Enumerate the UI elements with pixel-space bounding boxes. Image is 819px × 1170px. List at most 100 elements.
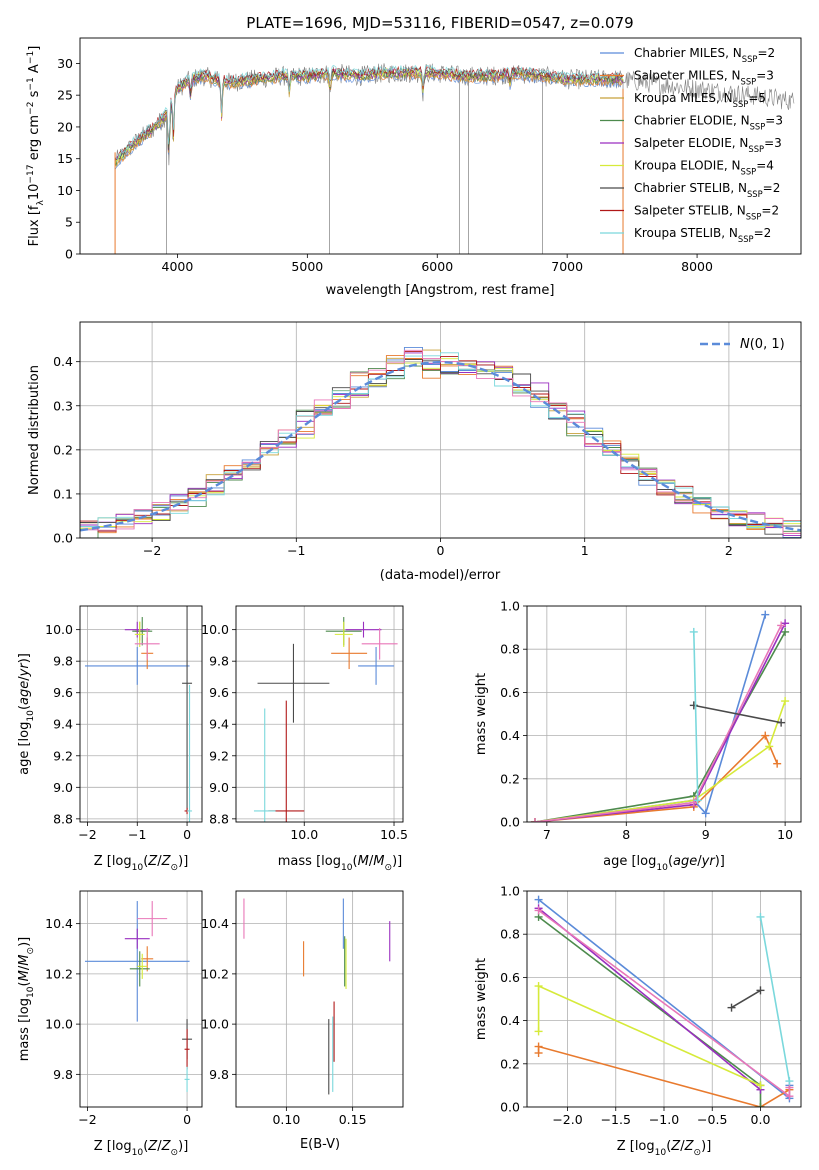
mass-weight-vs-z-plot-area [527,891,801,1107]
y-tick-label: 0.3 [53,398,73,413]
y-tick-label: 1.0 [500,599,520,614]
mass-weight-vs-age-axes: 7 8 9 10 0.0 0.2 0.4 0.6 0.8 1.0 [500,599,802,842]
axes-frame [526,605,802,823]
y-tick-label: 10.0 [201,622,229,637]
x-tick-label: 0.10 [272,1112,300,1127]
x-tick-label: 0 [183,827,191,842]
x-tick-label: 4000 [162,259,194,274]
x-tick-label: −1.0 [649,1112,679,1127]
model-spectrum-line [114,64,624,161]
x-tick-label: 2 [725,543,733,558]
series-line [693,704,782,724]
x-tick-label: −2 [143,543,161,558]
age-vs-mass-plot-area [236,606,403,822]
y-tick-label: 0 [65,247,73,262]
y-tick-label: 9.0 [209,780,229,795]
y-tick-label: 0.0 [500,815,520,830]
y-tick-label: 10.0 [45,622,73,637]
x-tick-label: 9 [702,827,710,842]
series-line [538,916,762,1107]
legend-label: Kroupa STELIB, NSSP=2 [634,226,771,244]
x-axis-label: Z [log10(Z/Z⊙)] [617,1139,712,1158]
y-tick-label: 10.2 [201,966,229,981]
y-tick-label: 1.0 [500,884,520,899]
x-tick-label: 10 [777,827,793,842]
mass-vs-z-axes: −2 0 9.8 10.0 10.2 10.4 [45,890,203,1127]
y-tick-label: 9.2 [53,748,73,763]
y-tick-label: 0.0 [53,531,73,546]
y-tick-label: 9.8 [53,1067,73,1082]
legend-label: Kroupa MILES, NSSP=5 [634,91,766,109]
x-tick-label: 6000 [421,259,453,274]
y-tick-label: 0.2 [53,442,73,457]
x-tick-label: 8000 [681,259,713,274]
y-tick-label: 8.8 [209,811,229,826]
y-tick-label: 10 [57,183,73,198]
x-tick-label: 1 [581,543,589,558]
y-tick-label: 9.2 [209,748,229,763]
y-tick-label: 10.0 [201,1017,229,1032]
series-line [534,614,767,822]
x-tick-label: 10.0 [290,827,318,842]
series-line [731,989,761,1009]
x-tick-label: −2 [78,827,96,842]
legend-label: Chabrier STELIB, NSSP=2 [634,181,780,199]
legend-label: N(0, 1) [740,337,785,352]
x-axis-label: (data-model)/error [380,568,501,583]
y-tick-label: 10.2 [45,966,73,981]
mass-vs-z-plot-area [80,891,202,1107]
y-axis-label: Flux [fλ10−17 erg cm−2 s−1 A−1] [26,46,46,247]
y-axis-label: mass weight [474,958,489,1040]
gaussian-curve [80,360,801,532]
axes-frame [79,37,802,255]
y-tick-label: 15 [57,151,73,166]
y-tick-label: 10.0 [45,1017,73,1032]
axes-frame [79,605,203,823]
y-tick-label: 0.8 [500,927,520,942]
series-line [693,631,699,801]
y-tick-label: 8.8 [53,811,73,826]
x-tick-label: 0 [437,543,445,558]
x-tick-label: 8 [622,827,630,842]
mass-vs-ebv-plot-area [236,891,403,1107]
y-tick-label: 0.6 [500,970,520,985]
y-tick-label: 0.4 [53,354,73,369]
age-vs-mass-axes: 10.0 10.5 8.8 9.0 9.2 9.4 9.6 9.8 10.0 [201,605,408,842]
series-line [534,700,786,822]
age-vs-z-plot-area [80,606,202,822]
legend-label: Chabrier ELODIE, NSSP=3 [634,114,783,132]
y-tick-label: 9.4 [53,717,73,732]
axes-frame [526,890,802,1108]
y-tick-label: 9.0 [53,780,73,795]
y-tick-label: 0.1 [53,486,73,501]
mass-weight-vs-z-axes: −2.0 −1.5 −1.0 −0.5 0.0 0.0 0.2 0.4 0.6 0.8 1.0 [500,884,802,1127]
y-tick-label: 0.8 [500,642,520,657]
x-axis-label: Z [log10(Z/Z⊙)] [94,1139,189,1158]
x-tick-label: 5000 [291,259,323,274]
x-tick-label: 10.5 [380,827,408,842]
x-axis-label: mass [log10(M/M⊙)] [278,854,402,873]
legend-label: Kroupa ELODIE, NSSP=4 [634,159,774,177]
y-tick-label: 0.4 [500,728,520,743]
legend-label: Salpeter ELODIE, NSSP=3 [634,136,782,154]
residuals-axes: −2 −1 0 1 2 0.0 0.1 0.2 0.3 0.4 [53,321,802,558]
y-tick-label: 9.4 [209,717,229,732]
y-tick-label: 10.4 [201,916,229,931]
y-tick-label: 0.2 [500,771,520,786]
residual-histogram [80,352,801,529]
y-axis-label: mass [log10(M/M⊙)] [17,937,36,1061]
x-axis-label: Z [log10(Z/Z⊙)] [94,854,189,873]
x-axis-label: age [log10(age/yr)] [603,854,725,873]
series-line [534,622,786,822]
spectrum-axes: 4000 5000 6000 7000 8000 0 5 10 15 20 25 30 [57,37,802,274]
residuals-plot-area [80,322,801,538]
x-tick-label: −1.5 [601,1112,631,1127]
y-tick-label: 25 [57,88,73,103]
axes-frame [79,890,203,1108]
x-tick-label: −1 [128,827,146,842]
series-line [534,631,786,822]
series-line [534,734,778,822]
y-tick-label: 0.2 [500,1056,520,1071]
y-axis-label: age [log10(age/yr)] [17,653,36,775]
